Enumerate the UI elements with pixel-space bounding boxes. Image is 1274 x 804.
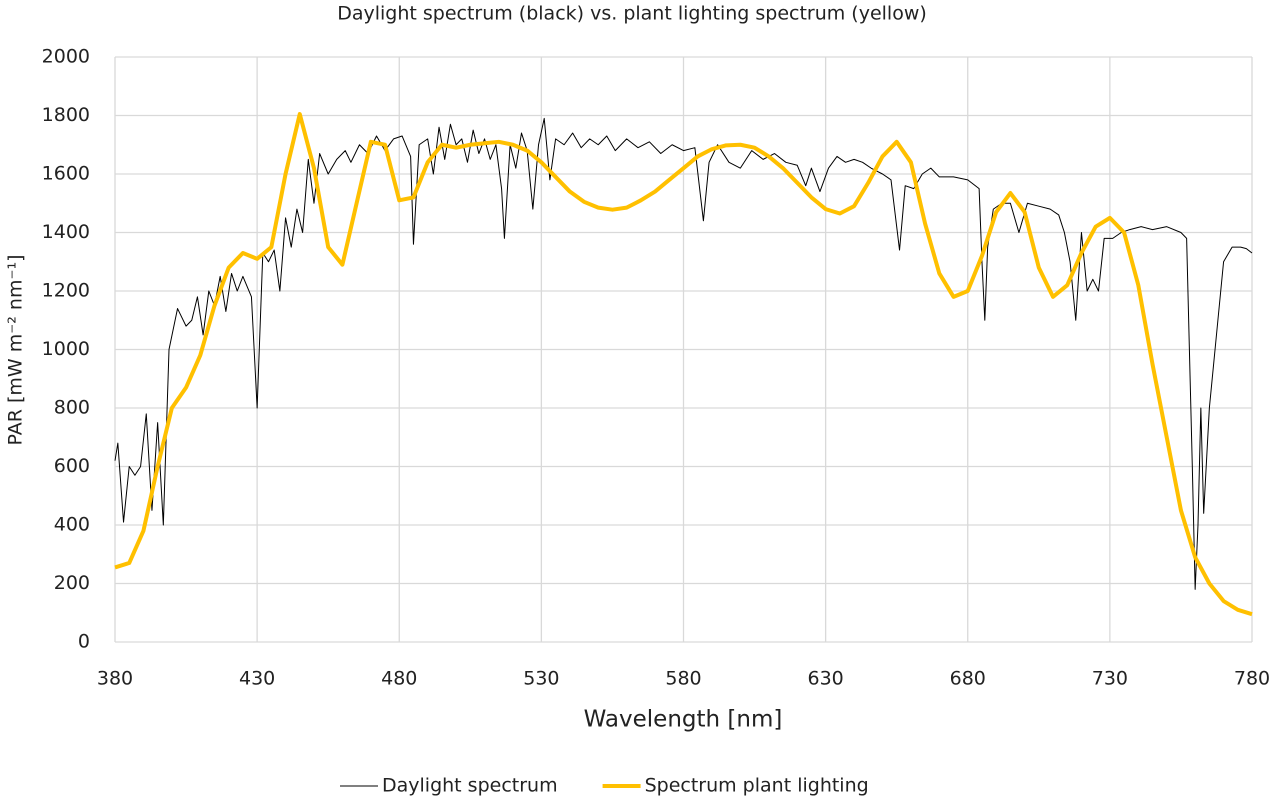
x-axis-label: Wavelength [nm] [584,707,783,733]
y-tick-label: 1800 [42,104,90,126]
x-tick-label: 430 [239,668,275,690]
x-tick-label: 480 [381,668,417,690]
x-tick-label: 730 [1092,668,1128,690]
chart-title: Daylight spectrum (black) vs. plant ligh… [337,3,927,25]
y-axis-label: PAR [mW m⁻² nm⁻¹] [5,254,27,445]
x-tick-label: 630 [807,668,843,690]
y-tick-label: 1200 [42,280,90,302]
y-tick-label: 1400 [42,221,90,243]
y-tick-label: 400 [54,514,90,536]
x-tick-label: 580 [665,668,701,690]
x-tick-label: 380 [97,668,133,690]
y-tick-label: 600 [54,455,90,477]
y-tick-label: 1000 [42,338,90,360]
x-tick-label: 530 [523,668,559,690]
legend-label: Daylight spectrum [382,775,558,797]
x-tick-label: 680 [950,668,986,690]
x-tick-label: 780 [1234,668,1270,690]
y-tick-label: 0 [78,631,90,653]
series-line [114,117,1253,590]
series-line [114,112,1253,617]
y-tick-label: 1600 [42,163,90,185]
legend-label: Spectrum plant lighting [645,775,869,797]
y-tick-label: 200 [54,572,90,594]
y-tick-label: 2000 [42,46,90,68]
y-tick-label: 800 [54,397,90,419]
